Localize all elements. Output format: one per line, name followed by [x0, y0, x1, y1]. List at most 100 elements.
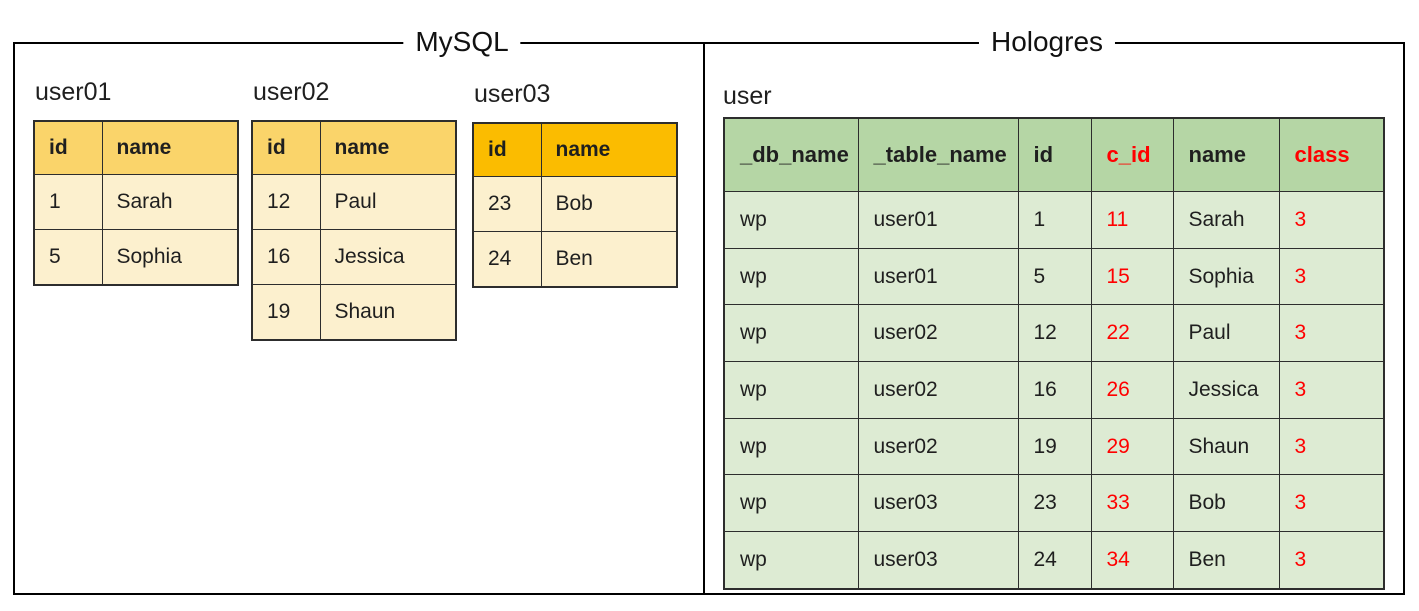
table-row: wp user02 16 26 Jessica 3 — [723, 361, 1385, 419]
table-row: 16 Jessica — [251, 229, 457, 285]
mysql-table-group-user02: user02 id name 12 Paul 16 Jessica 19 Shaun — [251, 77, 457, 341]
data-cell: 3 — [1278, 361, 1385, 419]
data-cell: 3 — [1278, 191, 1385, 249]
hologres-panel-title: Hologres — [978, 24, 1116, 60]
data-cell: wp — [723, 361, 859, 419]
data-cell: Ben — [1172, 531, 1280, 590]
data-cell: 3 — [1278, 531, 1385, 590]
data-cell: 16 — [1017, 361, 1092, 419]
data-cell: user02 — [857, 304, 1019, 363]
mysql-table-user01: id name 1 Sarah 5 Sophia — [33, 120, 239, 286]
data-cell: wp — [723, 304, 859, 363]
mysql-table-group-user03: user03 id name 23 Bob 24 Ben — [472, 79, 678, 288]
data-cell: Bob — [1172, 474, 1280, 533]
data-cell: user03 — [857, 474, 1019, 533]
table-row: wp user01 1 11 Sarah 3 — [723, 191, 1385, 249]
column-header: name — [101, 120, 239, 175]
hologres-table-name: user — [723, 82, 772, 110]
data-cell: 1 — [33, 174, 103, 230]
column-header: id — [472, 122, 542, 177]
data-cell: Jessica — [1172, 361, 1280, 419]
data-cell: Ben — [540, 231, 678, 288]
data-cell: 12 — [251, 174, 321, 230]
column-header: class — [1278, 117, 1385, 192]
data-cell: 33 — [1090, 474, 1174, 533]
mysql-table-user03: id name 23 Bob 24 Ben — [472, 122, 678, 288]
table-row: 19 Shaun — [251, 284, 457, 341]
column-header: id — [1017, 117, 1092, 192]
data-cell: Paul — [1172, 304, 1280, 363]
data-cell: 26 — [1090, 361, 1174, 419]
data-cell: 34 — [1090, 531, 1174, 590]
data-cell: Sophia — [1172, 247, 1280, 306]
header-row: _db_name _table_name id c_id name class — [723, 117, 1385, 192]
header-row: id name — [33, 120, 239, 175]
data-cell: Paul — [319, 174, 457, 230]
data-cell: Sophia — [101, 229, 239, 286]
table-row: 24 Ben — [472, 231, 678, 288]
column-header: name — [540, 122, 678, 177]
hologres-table: _db_name _table_name id c_id name class wp user… — [723, 117, 1385, 590]
table-row: wp user03 24 34 Ben 3 — [723, 531, 1385, 590]
mysql-table-user02: id name 12 Paul 16 Jessica 19 Shaun — [251, 120, 457, 341]
data-cell: 3 — [1278, 247, 1385, 306]
data-cell: 11 — [1090, 191, 1174, 249]
data-cell: 5 — [33, 229, 103, 286]
data-cell: Shaun — [319, 284, 457, 341]
table-row: wp user02 12 22 Paul 3 — [723, 304, 1385, 363]
column-header: c_id — [1090, 117, 1174, 192]
data-cell: 23 — [1017, 474, 1092, 533]
data-cell: 5 — [1017, 247, 1092, 306]
data-cell: Sarah — [1172, 191, 1280, 249]
mysql-table-name: user03 — [474, 80, 551, 108]
data-cell: user01 — [857, 247, 1019, 306]
column-header: id — [33, 120, 103, 175]
data-cell: wp — [723, 474, 859, 533]
table-row: wp user03 23 33 Bob 3 — [723, 474, 1385, 533]
data-cell: 3 — [1278, 417, 1385, 476]
data-cell: 23 — [472, 176, 542, 232]
data-cell: Shaun — [1172, 417, 1280, 476]
data-cell: 16 — [251, 229, 321, 285]
mysql-table-group-user01: user01 id name 1 Sarah 5 Sophia — [33, 77, 239, 286]
table-row: 5 Sophia — [33, 229, 239, 286]
mysql-panel-title: MySQL — [403, 24, 521, 60]
data-cell: user02 — [857, 361, 1019, 419]
data-cell: user02 — [857, 417, 1019, 476]
data-cell: 15 — [1090, 247, 1174, 306]
data-cell: Bob — [540, 176, 678, 232]
table-row: wp user02 19 29 Shaun 3 — [723, 417, 1385, 476]
column-header: _table_name — [857, 117, 1019, 192]
data-cell: user01 — [857, 191, 1019, 249]
column-header: id — [251, 120, 321, 175]
mysql-table-name: user02 — [253, 78, 330, 106]
data-cell: 1 — [1017, 191, 1092, 249]
data-cell: 12 — [1017, 304, 1092, 363]
data-cell: Sarah — [101, 174, 239, 230]
data-cell: 19 — [251, 284, 321, 341]
table-row: 23 Bob — [472, 176, 678, 232]
header-row: id name — [472, 122, 678, 177]
data-cell: wp — [723, 191, 859, 249]
data-cell: 29 — [1090, 417, 1174, 476]
data-cell: 24 — [472, 231, 542, 288]
mysql-table-name: user01 — [35, 78, 112, 106]
data-cell: wp — [723, 531, 859, 590]
table-row: wp user01 5 15 Sophia 3 — [723, 247, 1385, 306]
table-row: 12 Paul — [251, 174, 457, 230]
column-header: _db_name — [723, 117, 859, 192]
data-cell: 22 — [1090, 304, 1174, 363]
data-cell: Jessica — [319, 229, 457, 285]
hologres-panel: Hologres user _db_name _table_name id c_id n… — [703, 24, 1405, 595]
column-header: name — [1172, 117, 1280, 192]
data-cell: 3 — [1278, 304, 1385, 363]
data-cell: user03 — [857, 531, 1019, 590]
data-cell: wp — [723, 247, 859, 306]
data-cell: 3 — [1278, 474, 1385, 533]
table-row: 1 Sarah — [33, 174, 239, 230]
column-header: name — [319, 120, 457, 175]
header-row: id name — [251, 120, 457, 175]
mysql-panel: MySQL user01 id name 1 Sarah 5 Sophia user02 id n… — [13, 24, 705, 595]
data-cell: 24 — [1017, 531, 1092, 590]
